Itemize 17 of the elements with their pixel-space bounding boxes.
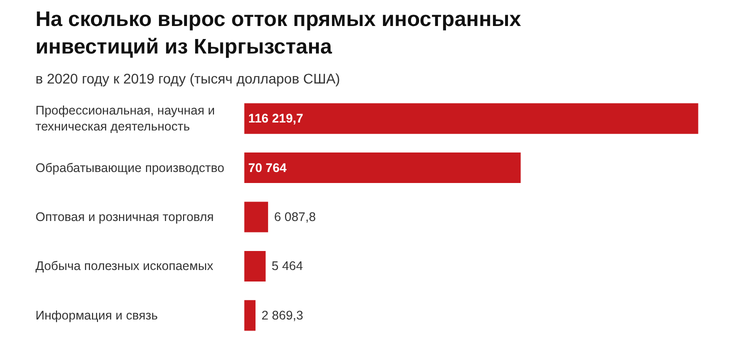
- y-tick-label: Профессиональная, научная и техническая деятельность: [36, 104, 215, 134]
- y-tick-label: Оптовая и розничная торговля: [36, 210, 214, 224]
- bar: [244, 202, 268, 232]
- chart-title: На сколько вырос отток прямых иностранных инвестиций из Кыргызстана: [36, 8, 522, 58]
- bar: [244, 103, 698, 134]
- y-tick-label: Добыча полезных ископаемых: [36, 259, 214, 274]
- bar: [244, 152, 521, 184]
- chart-subtitle: в 2020 году к 2019 году (тысяч долларов США): [36, 70, 340, 86]
- y-tick-label: Обрабатывающие производство: [36, 160, 224, 175]
- y-tick-label: Информация и связь: [36, 308, 158, 322]
- data-label: 116 219,7: [248, 112, 304, 126]
- bar: [244, 300, 256, 331]
- data-label: 70 764: [248, 160, 287, 175]
- data-label: 5 464: [272, 259, 303, 274]
- data-label: 6 087,8: [274, 210, 316, 224]
- bar: [244, 250, 266, 282]
- data-label: 2 869,3: [262, 308, 304, 322]
